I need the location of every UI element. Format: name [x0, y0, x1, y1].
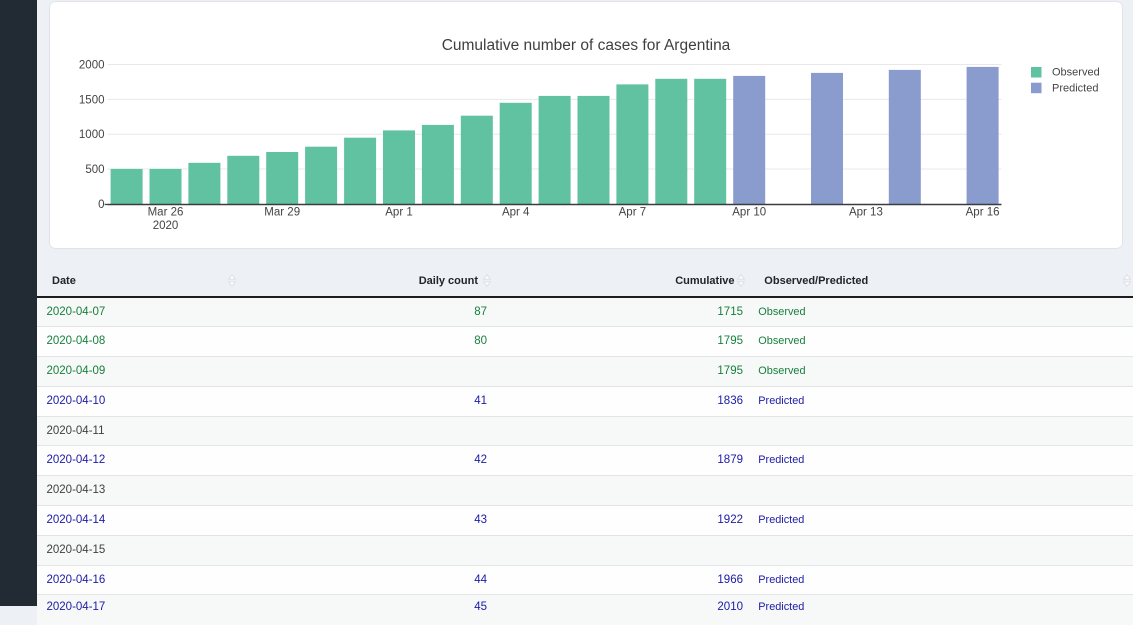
svg-text:Apr 16: Apr 16	[966, 207, 1000, 219]
svg-text:Predicted: Predicted	[1052, 82, 1098, 94]
svg-text:Apr 13: Apr 13	[849, 207, 883, 219]
svg-text:Apr 1: Apr 1	[385, 207, 413, 219]
svg-text:Observed: Observed	[1052, 67, 1100, 79]
svg-text:Apr 4: Apr 4	[502, 207, 530, 219]
svg-text:0: 0	[98, 199, 104, 211]
svg-text:2000: 2000	[79, 60, 105, 72]
svg-text:Apr 10: Apr 10	[732, 207, 766, 219]
svg-text:1500: 1500	[79, 94, 105, 106]
svg-text:500: 500	[85, 164, 104, 176]
svg-text:Apr 7: Apr 7	[619, 207, 647, 219]
svg-text:2020: 2020	[153, 220, 179, 232]
svg-text:1000: 1000	[79, 129, 105, 141]
svg-text:Cumulative number of cases for: Cumulative number of cases for Argentina	[442, 37, 731, 54]
svg-text:Mar 29: Mar 29	[264, 207, 300, 219]
svg-text:Mar 26: Mar 26	[148, 207, 184, 219]
